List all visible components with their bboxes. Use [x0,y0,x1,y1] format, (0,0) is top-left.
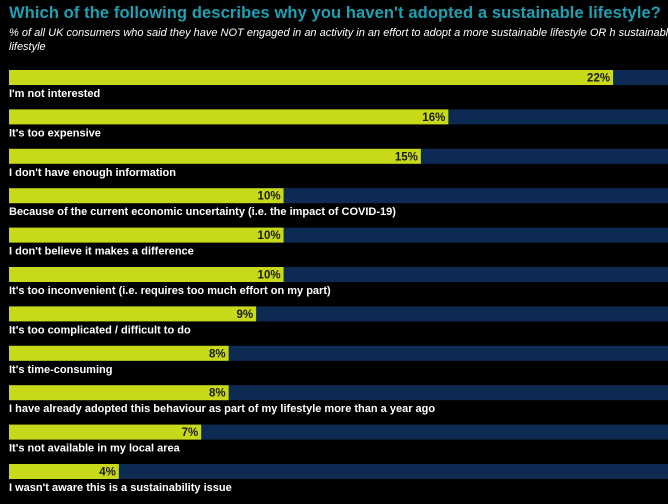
bar-value-label: 4% [99,467,116,479]
category-label: It's not available in my local area [9,443,181,455]
chart-title: Which of the following describes why you… [9,4,661,22]
bar-value-label: 8% [209,388,226,400]
bar-value-label: 8% [209,348,226,360]
bar [9,267,284,282]
bar [9,148,421,164]
category-label: Because of the current economic uncertai… [9,206,396,218]
bar [9,424,202,440]
bar-value-label: 15% [395,151,418,163]
bar-value-label: 10% [258,230,281,242]
category-label: I'm not interested [9,88,100,100]
bar [9,188,284,204]
bar [9,385,229,401]
category-label: I don't believe it makes a difference [9,246,194,258]
category-label: I have already adopted this behaviour as… [9,403,435,415]
bar-value-label: 16% [422,112,445,124]
bar [9,306,257,322]
category-label: I don't have enough information [9,167,176,179]
bar-value-label: 9% [237,309,254,321]
bar [9,464,119,479]
bar [9,227,284,243]
category-label: It's time-consuming [9,364,112,376]
bar [9,109,449,125]
bar [9,70,614,85]
bar-track [9,464,668,479]
category-label: It's too complicated / difficult to do [9,324,191,336]
bar-value-label: 10% [258,191,281,203]
chart-subtitle: % of all UK consumers who said they have… [9,27,668,53]
category-label: I wasn't aware this is a sustainability … [9,482,232,494]
category-label: It's too inconvenient (i.e. requires too… [9,285,331,297]
bar-value-label: 7% [182,427,199,439]
bar-value-label: 10% [258,270,281,282]
bar [9,345,229,361]
bar-value-label: 22% [587,73,610,85]
category-label: It's too expensive [9,127,101,139]
